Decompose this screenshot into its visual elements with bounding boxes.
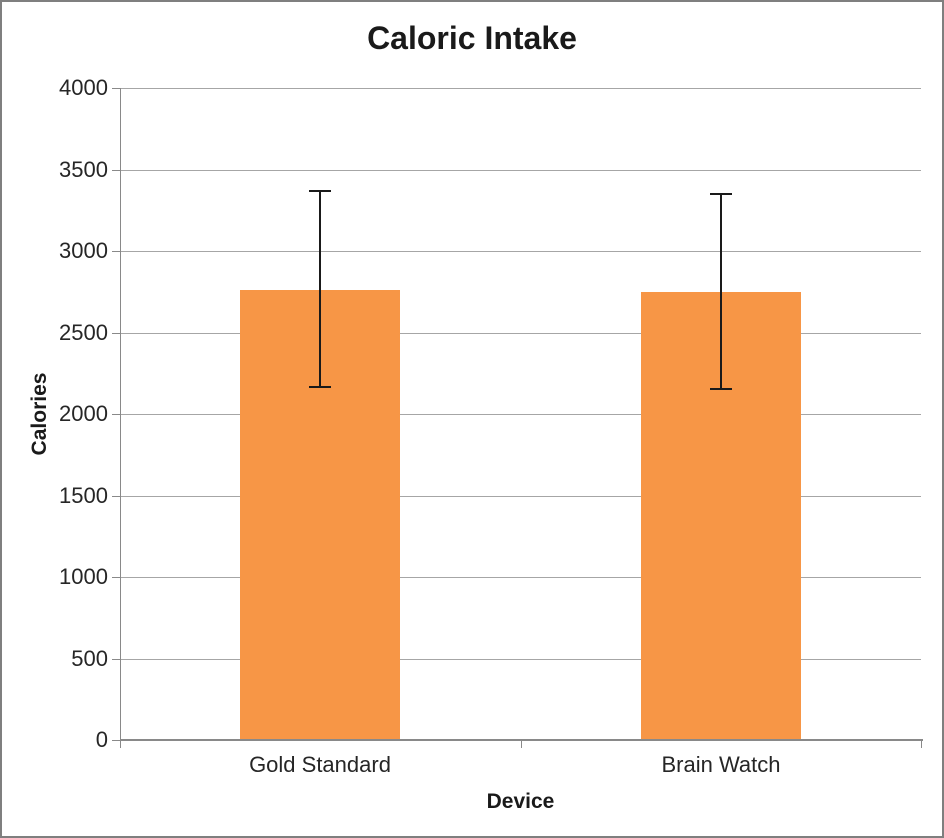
y-tick-mark-1500 <box>112 496 120 497</box>
gridline-2000 <box>120 414 921 415</box>
gridline-1000 <box>120 577 921 578</box>
x-tick-mark-2 <box>921 740 922 748</box>
y-axis-line <box>120 88 121 740</box>
error-bar-line-0 <box>319 191 321 387</box>
x-axis-line <box>120 739 923 741</box>
x-axis-title: Device <box>486 790 555 813</box>
gridline-1500 <box>120 496 921 497</box>
gridline-4000 <box>120 88 921 89</box>
y-tick-label-500: 500 <box>71 646 108 671</box>
y-tick-mark-2000 <box>112 414 120 415</box>
y-tick-mark-0 <box>112 740 120 741</box>
y-tick-label-1500: 1500 <box>59 483 108 508</box>
gridline-2500 <box>120 333 921 334</box>
x-tick-mark-1 <box>521 740 522 748</box>
y-tick-mark-3500 <box>112 170 120 171</box>
x-tick-mark-0 <box>120 740 121 748</box>
y-tick-mark-3000 <box>112 251 120 252</box>
y-tick-label-4000: 4000 <box>59 75 108 100</box>
error-bar-line-1 <box>720 194 722 389</box>
y-tick-mark-1000 <box>112 577 120 578</box>
y-tick-label-3000: 3000 <box>59 238 108 263</box>
gridline-3000 <box>120 251 921 252</box>
y-tick-mark-2500 <box>112 333 120 334</box>
error-bar-cap-bottom-0 <box>309 386 331 388</box>
error-bar-cap-bottom-1 <box>710 388 732 390</box>
chart-title: Caloric Intake <box>367 20 577 56</box>
y-tick-label-0: 0 <box>95 727 108 752</box>
y-tick-label-1000: 1000 <box>59 564 108 589</box>
error-bar-cap-top-1 <box>710 193 732 195</box>
gridline-500 <box>120 659 921 660</box>
y-tick-label-3500: 3500 <box>59 157 108 182</box>
y-tick-label-2500: 2500 <box>59 320 108 345</box>
y-tick-mark-500 <box>112 659 120 660</box>
gridline-3500 <box>120 170 921 171</box>
category-label-0: Gold Standard <box>249 752 391 777</box>
y-tick-mark-4000 <box>112 88 120 89</box>
error-bar-cap-top-0 <box>309 190 331 192</box>
category-label-1: Brain Watch <box>661 752 781 777</box>
y-tick-label-2000: 2000 <box>59 401 108 426</box>
